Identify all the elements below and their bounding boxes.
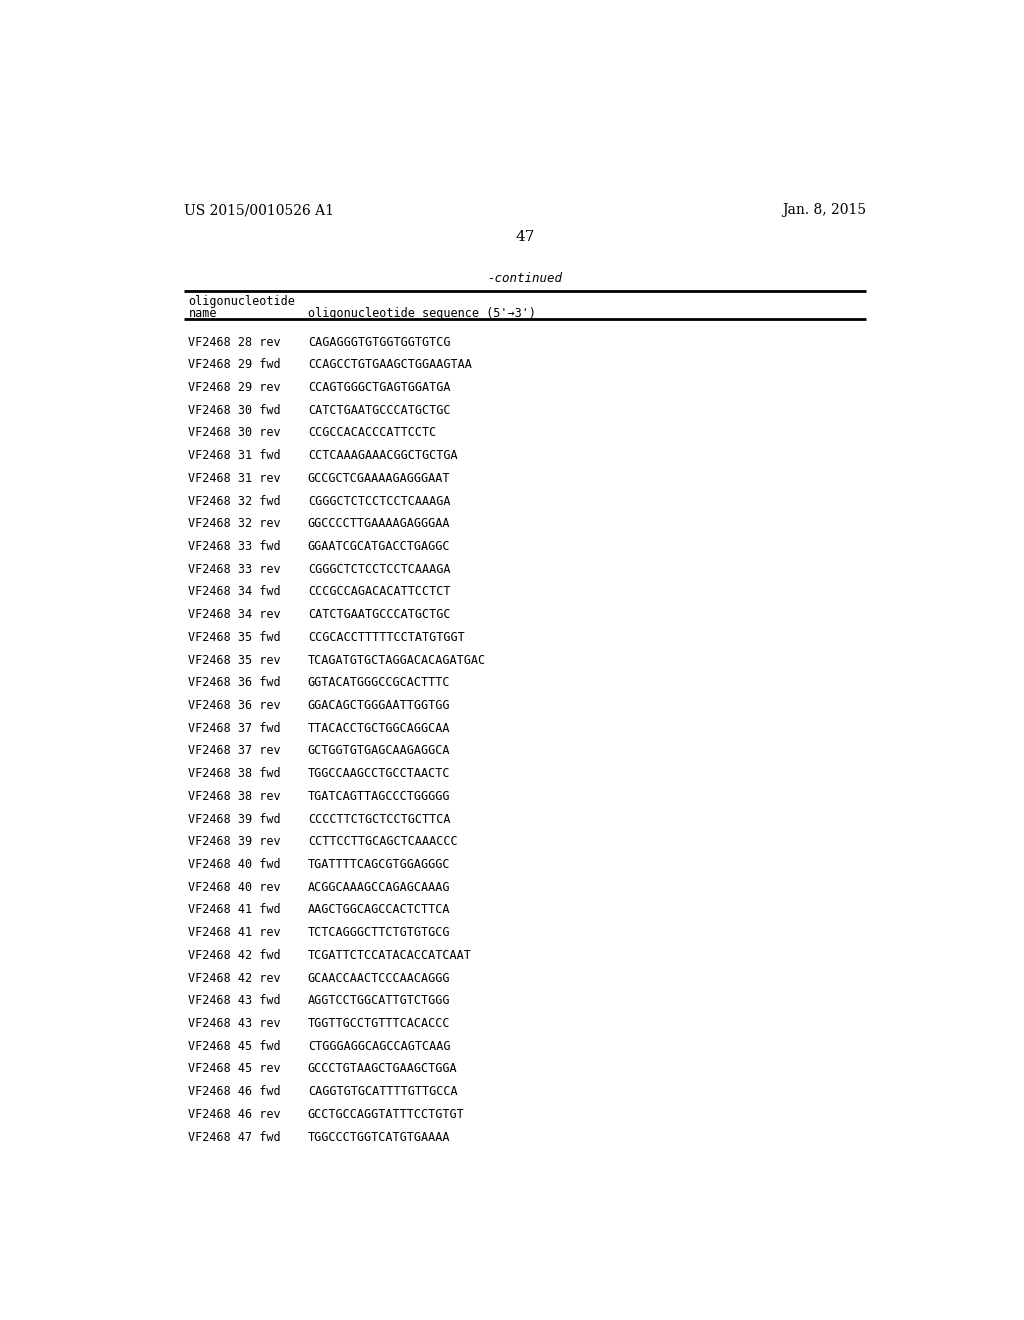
Text: Jan. 8, 2015: Jan. 8, 2015	[781, 203, 866, 216]
Text: CCAGTGGGCTGAGTGGATGA: CCAGTGGGCTGAGTGGATGA	[308, 381, 451, 393]
Text: VF2468 38 fwd: VF2468 38 fwd	[188, 767, 281, 780]
Text: GGTACATGGGCCGCACTTTC: GGTACATGGGCCGCACTTTC	[308, 676, 451, 689]
Text: VF2468 41 fwd: VF2468 41 fwd	[188, 903, 281, 916]
Text: CGGGCTCTCCTCCTCAAAGA: CGGGCTCTCCTCCTCAAAGA	[308, 495, 451, 507]
Text: VF2468 40 fwd: VF2468 40 fwd	[188, 858, 281, 871]
Text: VF2468 35 rev: VF2468 35 rev	[188, 653, 281, 667]
Text: CCGCACCTTTTTCCTATGTGGT: CCGCACCTTTTTCCTATGTGGT	[308, 631, 465, 644]
Text: TGATTTTCAGCGTGGAGGGC: TGATTTTCAGCGTGGAGGGC	[308, 858, 451, 871]
Text: CCTTCCTTGCAGCTCAAACCC: CCTTCCTTGCAGCTCAAACCC	[308, 836, 458, 849]
Text: GGCCCCTTGAAAAGAGGGAA: GGCCCCTTGAAAAGAGGGAA	[308, 517, 451, 531]
Text: VF2468 36 rev: VF2468 36 rev	[188, 700, 281, 711]
Text: 47: 47	[515, 230, 535, 244]
Text: VF2468 34 rev: VF2468 34 rev	[188, 609, 281, 622]
Text: CGGGCTCTCCTCCTCAAAGA: CGGGCTCTCCTCCTCAAAGA	[308, 562, 451, 576]
Text: CATCTGAATGCCCATGCTGC: CATCTGAATGCCCATGCTGC	[308, 609, 451, 622]
Text: oligonucleotide: oligonucleotide	[188, 296, 295, 309]
Text: VF2468 42 rev: VF2468 42 rev	[188, 972, 281, 985]
Text: VF2468 46 rev: VF2468 46 rev	[188, 1107, 281, 1121]
Text: TGATCAGTTAGCCCTGGGGG: TGATCAGTTAGCCCTGGGGG	[308, 789, 451, 803]
Text: VF2468 30 rev: VF2468 30 rev	[188, 426, 281, 440]
Text: CCCGCCAGACACATTCCTCT: CCCGCCAGACACATTCCTCT	[308, 585, 451, 598]
Text: VF2468 30 fwd: VF2468 30 fwd	[188, 404, 281, 417]
Text: VF2468 37 rev: VF2468 37 rev	[188, 744, 281, 758]
Text: TGGCCCTGGTCATGTGAAAA: TGGCCCTGGTCATGTGAAAA	[308, 1130, 451, 1143]
Text: VF2468 37 fwd: VF2468 37 fwd	[188, 722, 281, 735]
Text: VF2468 43 fwd: VF2468 43 fwd	[188, 994, 281, 1007]
Text: TCTCAGGGCTTCTGTGTGCG: TCTCAGGGCTTCTGTGTGCG	[308, 927, 451, 939]
Text: VF2468 29 fwd: VF2468 29 fwd	[188, 358, 281, 371]
Text: oligonucleotide sequence (5'→3'): oligonucleotide sequence (5'→3')	[308, 308, 536, 319]
Text: VF2468 32 fwd: VF2468 32 fwd	[188, 495, 281, 507]
Text: VF2468 38 rev: VF2468 38 rev	[188, 789, 281, 803]
Text: VF2468 33 rev: VF2468 33 rev	[188, 562, 281, 576]
Text: CCTCAAAGAAACGGCTGCTGA: CCTCAAAGAAACGGCTGCTGA	[308, 449, 458, 462]
Text: CATCTGAATGCCCATGCTGC: CATCTGAATGCCCATGCTGC	[308, 404, 451, 417]
Text: TGGTTGCCTGTTTCACACCC: TGGTTGCCTGTTTCACACCC	[308, 1016, 451, 1030]
Text: VF2468 31 rev: VF2468 31 rev	[188, 471, 281, 484]
Text: VF2468 29 rev: VF2468 29 rev	[188, 381, 281, 393]
Text: CCCCTTCTGCTCCTGCTTCA: CCCCTTCTGCTCCTGCTTCA	[308, 813, 451, 825]
Text: GGACAGCTGGGAATTGGTGG: GGACAGCTGGGAATTGGTGG	[308, 700, 451, 711]
Text: VF2468 39 rev: VF2468 39 rev	[188, 836, 281, 849]
Text: GCCGCTCGAAAAGAGGGAAT: GCCGCTCGAAAAGAGGGAAT	[308, 471, 451, 484]
Text: CAGGTGTGCATTTTGTTGCCA: CAGGTGTGCATTTTGTTGCCA	[308, 1085, 458, 1098]
Text: VF2468 45 fwd: VF2468 45 fwd	[188, 1040, 281, 1052]
Text: VF2468 39 fwd: VF2468 39 fwd	[188, 813, 281, 825]
Text: CTGGGAGGCAGCCAGTCAAG: CTGGGAGGCAGCCAGTCAAG	[308, 1040, 451, 1052]
Text: VF2468 43 rev: VF2468 43 rev	[188, 1016, 281, 1030]
Text: GCCTGCCAGGTATTTCCTGTGT: GCCTGCCAGGTATTTCCTGTGT	[308, 1107, 465, 1121]
Text: TCGATTCTCCATACACCATCAAT: TCGATTCTCCATACACCATCAAT	[308, 949, 472, 962]
Text: TTACACCTGCTGGCAGGCAA: TTACACCTGCTGGCAGGCAA	[308, 722, 451, 735]
Text: VF2468 32 rev: VF2468 32 rev	[188, 517, 281, 531]
Text: US 2015/0010526 A1: US 2015/0010526 A1	[183, 203, 334, 216]
Text: VF2468 40 rev: VF2468 40 rev	[188, 880, 281, 894]
Text: GGAATCGCATGACCTGAGGC: GGAATCGCATGACCTGAGGC	[308, 540, 451, 553]
Text: CCAGCCTGTGAAGCTGGAAGTAA: CCAGCCTGTGAAGCTGGAAGTAA	[308, 358, 472, 371]
Text: AAGCTGGCAGCCACTCTTCA: AAGCTGGCAGCCACTCTTCA	[308, 903, 451, 916]
Text: VF2468 42 fwd: VF2468 42 fwd	[188, 949, 281, 962]
Text: TGGCCAAGCCTGCCTAACTC: TGGCCAAGCCTGCCTAACTC	[308, 767, 451, 780]
Text: VF2468 36 fwd: VF2468 36 fwd	[188, 676, 281, 689]
Text: -continued: -continued	[487, 272, 562, 285]
Text: VF2468 28 rev: VF2468 28 rev	[188, 335, 281, 348]
Text: ACGGCAAAGCCAGAGCAAAG: ACGGCAAAGCCAGAGCAAAG	[308, 880, 451, 894]
Text: AGGTCCTGGCATTGTCTGGG: AGGTCCTGGCATTGTCTGGG	[308, 994, 451, 1007]
Text: VF2468 41 rev: VF2468 41 rev	[188, 927, 281, 939]
Text: CAGAGGGTGTGGTGGTGTCG: CAGAGGGTGTGGTGGTGTCG	[308, 335, 451, 348]
Text: GCAACCAACTCCCAACAGGG: GCAACCAACTCCCAACAGGG	[308, 972, 451, 985]
Text: VF2468 34 fwd: VF2468 34 fwd	[188, 585, 281, 598]
Text: VF2468 45 rev: VF2468 45 rev	[188, 1063, 281, 1076]
Text: VF2468 47 fwd: VF2468 47 fwd	[188, 1130, 281, 1143]
Text: VF2468 33 fwd: VF2468 33 fwd	[188, 540, 281, 553]
Text: CCGCCACACCCATTCCTC: CCGCCACACCCATTCCTC	[308, 426, 436, 440]
Text: VF2468 31 fwd: VF2468 31 fwd	[188, 449, 281, 462]
Text: name: name	[188, 308, 217, 319]
Text: GCTGGTGTGAGCAAGAGGCA: GCTGGTGTGAGCAAGAGGCA	[308, 744, 451, 758]
Text: GCCCTGTAAGCTGAAGCTGGA: GCCCTGTAAGCTGAAGCTGGA	[308, 1063, 458, 1076]
Text: VF2468 46 fwd: VF2468 46 fwd	[188, 1085, 281, 1098]
Text: VF2468 35 fwd: VF2468 35 fwd	[188, 631, 281, 644]
Text: TCAGATGTGCTAGGACACAGATGAC: TCAGATGTGCTAGGACACAGATGAC	[308, 653, 486, 667]
